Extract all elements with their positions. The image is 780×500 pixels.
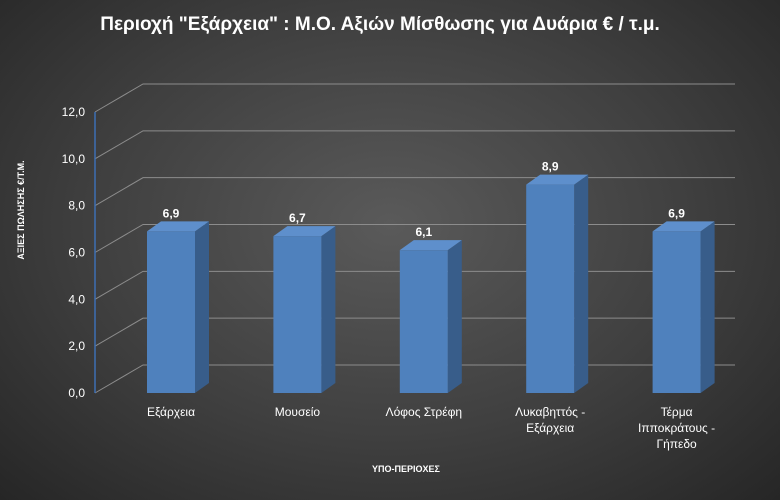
y-tick-label: 4,0 bbox=[68, 292, 85, 306]
data-label: 6,7 bbox=[289, 211, 306, 225]
y-tick-label: 12,0 bbox=[62, 105, 86, 119]
y-tick-label: 0,0 bbox=[68, 386, 85, 400]
y-tick-label: 10,0 bbox=[62, 152, 86, 166]
bar-side bbox=[321, 226, 336, 393]
bar-front bbox=[526, 184, 575, 393]
bar-side bbox=[700, 221, 715, 393]
y-axis-title: ΑΞΙΕΣ ΠΩΛΗΣΗΣ €/Τ.Μ. bbox=[16, 160, 26, 259]
bar-top bbox=[652, 221, 715, 232]
category-label: Τέρμα Ιπποκράτους -Γήπεδο bbox=[638, 405, 715, 451]
category-label: Εξάρχεια bbox=[147, 405, 195, 419]
gridline bbox=[94, 177, 735, 207]
x-axis-title: ΥΠΟ-ΠΕΡΙΟΧΕΣ bbox=[372, 464, 441, 474]
category-label: Μουσείο bbox=[275, 405, 321, 419]
y-tick-label: 8,0 bbox=[68, 199, 85, 213]
y-tick-label: 2,0 bbox=[68, 339, 85, 353]
bar-top bbox=[526, 174, 589, 185]
gridline bbox=[94, 83, 735, 113]
chart-title: Περιοχή "Εξάρχεια" : Μ.Ο. Αξιών Μίσθωσης… bbox=[100, 14, 660, 35]
data-labels: 6,9 6,7 6,1 8,9 6,9 bbox=[163, 160, 686, 240]
bar bbox=[526, 174, 589, 393]
bar-top bbox=[273, 226, 336, 237]
bar-side bbox=[574, 174, 589, 393]
bar bbox=[399, 240, 462, 393]
bar-front bbox=[273, 236, 322, 393]
bar-side bbox=[195, 221, 209, 393]
bar bbox=[147, 221, 209, 393]
category-label: Λυκαβηττός -Εξάρχεια bbox=[515, 405, 585, 435]
data-label: 8,9 bbox=[542, 160, 559, 174]
data-label: 6,9 bbox=[668, 206, 685, 220]
bar-front bbox=[652, 231, 701, 393]
category-label: Λόφος Στρέφη bbox=[386, 405, 462, 419]
y-tick-labels: 0,0 2,0 4,0 6,0 8,0 10,0 12,0 bbox=[62, 105, 86, 400]
bar-top bbox=[147, 221, 209, 232]
bar bbox=[273, 226, 336, 393]
category-labels: Εξάρχεια Μουσείο Λόφος Στρέφη Λυκαβηττός -Ε… bbox=[147, 405, 715, 451]
data-label: 6,9 bbox=[163, 206, 180, 220]
bar bbox=[652, 221, 715, 393]
data-label: 6,1 bbox=[415, 225, 432, 239]
bar-front bbox=[399, 250, 448, 393]
bar-side bbox=[447, 240, 462, 393]
y-tick-label: 6,0 bbox=[68, 246, 85, 260]
bar-front bbox=[147, 231, 195, 393]
bar-top bbox=[399, 240, 462, 251]
bars bbox=[147, 174, 715, 393]
gridline bbox=[94, 130, 735, 160]
